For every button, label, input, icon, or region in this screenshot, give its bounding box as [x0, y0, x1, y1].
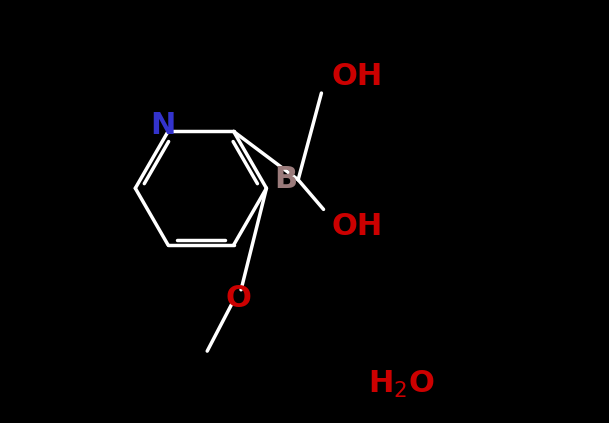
Text: H$_2$O: H$_2$O: [368, 369, 435, 401]
Text: O: O: [226, 284, 252, 313]
Text: OH: OH: [332, 62, 383, 91]
Text: B: B: [274, 165, 297, 194]
Text: N: N: [150, 110, 175, 140]
Text: OH: OH: [332, 212, 383, 241]
